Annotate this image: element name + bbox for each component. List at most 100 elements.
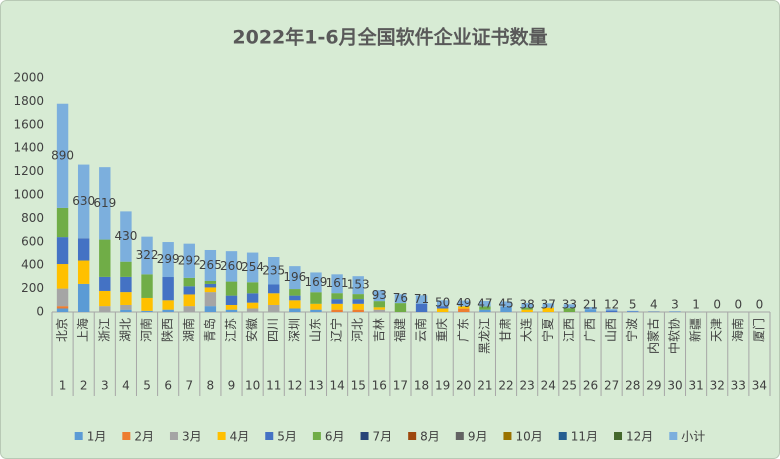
bar-segment — [584, 307, 597, 310]
x-tick-label: 厦门 — [751, 318, 766, 342]
bar-segment — [310, 303, 322, 310]
bar-segment — [183, 306, 195, 312]
bar-segment — [56, 288, 69, 307]
bar-segment — [289, 289, 301, 296]
bar-segment — [56, 207, 69, 238]
data-label: 37 — [541, 298, 556, 312]
bar-segment — [331, 309, 343, 312]
x-group-label: 8 — [207, 379, 215, 393]
bar-segment — [77, 260, 90, 284]
legend-label: 11月 — [571, 430, 598, 444]
y-tick-label: 0 — [36, 305, 44, 319]
legend-swatch — [614, 432, 623, 440]
bar-segment — [141, 297, 153, 311]
bar-segment — [204, 287, 217, 293]
bar-segment — [204, 283, 217, 288]
bar-segment — [183, 294, 195, 307]
x-tick-label: 山东 — [308, 318, 322, 342]
bar-segment — [458, 300, 470, 307]
bar-segment — [563, 304, 576, 309]
x-group-label: 22 — [498, 379, 513, 393]
data-label: 1 — [692, 298, 700, 312]
bar-segment — [99, 276, 111, 291]
x-tick-label: 天津 — [710, 318, 724, 342]
x-tick-label: 青岛 — [202, 318, 217, 342]
x-group-label: 4 — [122, 379, 130, 393]
y-tick-label: 2000 — [13, 71, 44, 85]
x-tick-label: 北京 — [55, 318, 69, 342]
x-group-label: 10 — [245, 379, 260, 393]
bar-segment — [479, 309, 491, 312]
legend-label: 7月 — [373, 430, 393, 444]
bar-segment — [584, 309, 597, 312]
bar-segment — [204, 249, 217, 281]
bar-segment — [268, 257, 280, 285]
y-tick-label: 1400 — [13, 141, 44, 155]
data-label: 93 — [372, 288, 387, 302]
x-tick-label: 湖北 — [117, 318, 132, 342]
legend-label: 2月 — [134, 430, 154, 444]
bar-segment — [373, 290, 386, 302]
x-group-label: 30 — [667, 379, 682, 393]
bar-segment — [415, 303, 428, 312]
legend-label: 9月 — [468, 430, 488, 444]
bar-segment — [99, 306, 111, 312]
bar-segment — [162, 277, 174, 301]
bar-segment — [246, 282, 259, 294]
x-group-label: 1 — [59, 379, 67, 393]
bar-segment — [436, 300, 449, 307]
legend-label: 4月 — [230, 430, 250, 444]
x-group-label: 27 — [604, 379, 619, 393]
x-tick-label: 河南 — [139, 318, 154, 342]
legend-label: 12月 — [626, 430, 653, 444]
x-tick-label: 江苏 — [224, 318, 238, 342]
bar-segment — [415, 295, 428, 304]
legend-label: 1月 — [87, 430, 107, 444]
x-tick-label: 云南 — [413, 318, 428, 342]
data-label: 49 — [456, 296, 471, 310]
x-group-label: 19 — [435, 379, 450, 393]
data-label: 3 — [671, 298, 679, 312]
bar-segment — [183, 286, 195, 295]
y-tick-label: 400 — [21, 258, 44, 272]
x-group-label: 13 — [308, 379, 323, 393]
bar-segment — [458, 306, 470, 309]
bar-segment — [120, 304, 132, 310]
bar-segment — [77, 238, 90, 261]
x-group-label: 23 — [520, 379, 535, 393]
bar-segment — [99, 290, 111, 307]
x-group-label: 7 — [185, 379, 193, 393]
x-group-label: 16 — [372, 379, 387, 393]
bar-segment — [120, 261, 132, 277]
x-tick-label: 甘肃 — [499, 318, 513, 342]
bar-segment — [542, 307, 554, 312]
x-tick-label: 黑龙江 — [477, 318, 491, 354]
y-tick-label: 1000 — [13, 188, 44, 202]
bar-segment — [627, 310, 639, 312]
bar-segment — [605, 309, 618, 311]
x-tick-label: 广西 — [583, 318, 597, 342]
data-label: 292 — [178, 253, 201, 267]
x-tick-label: 山西 — [604, 318, 618, 342]
data-label: 153 — [347, 278, 370, 292]
bar-segment — [310, 292, 322, 304]
bar-segment — [225, 304, 238, 310]
bar-segment — [246, 252, 259, 283]
x-group-label: 15 — [351, 379, 366, 393]
bar-segment — [627, 311, 639, 312]
bar-segment — [521, 307, 533, 310]
y-tick-label: 200 — [21, 281, 44, 295]
y-tick-label: 600 — [21, 234, 44, 248]
x-group-label: 29 — [646, 379, 661, 393]
x-group-label: 34 — [752, 379, 767, 393]
x-tick-label: 新疆 — [688, 318, 703, 342]
bar-segment — [120, 309, 132, 312]
data-label: 0 — [735, 298, 743, 312]
data-label: 265 — [199, 258, 222, 272]
x-tick-label: 广东 — [456, 318, 470, 342]
data-label: 4 — [650, 298, 658, 312]
x-tick-label: 深圳 — [287, 318, 301, 342]
bar-segment — [246, 293, 259, 303]
x-tick-label: 宁夏 — [540, 318, 555, 342]
x-group-label: 20 — [456, 379, 471, 393]
